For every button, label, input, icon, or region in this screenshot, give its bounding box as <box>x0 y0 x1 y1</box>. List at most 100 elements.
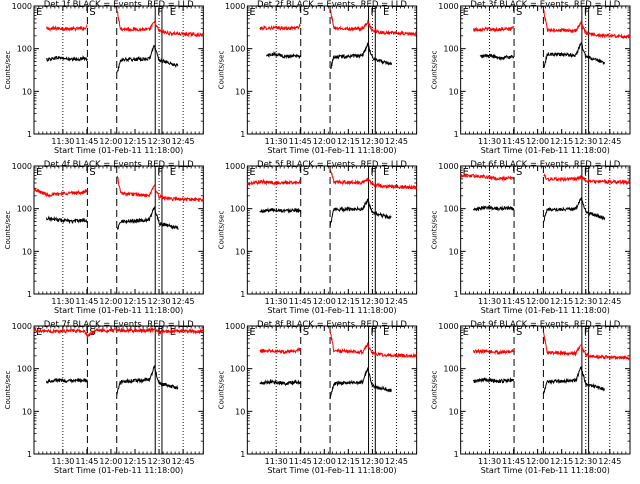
x-tick-label: 12:15 <box>123 297 146 306</box>
marker-label-e: E <box>249 327 255 338</box>
marker-label-e: E <box>383 7 389 18</box>
y-tick-label: 10 <box>235 87 245 96</box>
marker-label-f: F <box>584 7 590 18</box>
chart-panel-4: Det 4f BLACK = Events, RED = LLD 1 10 100 10… <box>4 160 204 315</box>
marker-label-s: S <box>516 7 522 18</box>
y-tick-label: 100 <box>17 205 32 214</box>
x-tick-label: 11:45 <box>502 297 525 306</box>
marker-label-e: E <box>249 167 255 178</box>
marker-label-s: S <box>303 327 309 338</box>
y-tick-label: 1000 <box>12 2 32 11</box>
x-tick-label: 12:00 <box>99 457 122 466</box>
x-tick-label: 12:30 <box>574 137 597 146</box>
marker-label-f: F <box>371 167 377 178</box>
x-tick-label: 11:30 <box>265 137 288 146</box>
series-line-events <box>543 42 606 69</box>
y-tick-label: 10 <box>235 407 245 416</box>
y-tick-label: 100 <box>17 45 32 54</box>
x-tick-label: 12:30 <box>574 457 597 466</box>
y-tick-label: 1 <box>27 450 32 459</box>
y-axis-label: Counts/sec <box>4 51 12 90</box>
x-tick-label: 11:45 <box>75 457 98 466</box>
x-tick-label: 11:30 <box>478 137 501 146</box>
series-line-lld <box>329 330 417 359</box>
marker-label-e: E <box>383 167 389 178</box>
x-tick-label: 12:15 <box>337 137 360 146</box>
y-tick-label: 10 <box>235 247 245 256</box>
marker-label-e: E <box>463 167 469 178</box>
marker-label-e: E <box>596 327 602 338</box>
x-axis-label: Start Time (01-Feb-11 11:18:00) <box>267 466 396 475</box>
x-axis-label: Start Time (01-Feb-11 11:18:00) <box>54 146 183 155</box>
series-line-lld <box>460 173 515 183</box>
chart-panel-8: Det 8f BLACK = Events, RED = LLD 1 10 100 10… <box>217 320 418 475</box>
marker-label-s: S <box>303 7 309 18</box>
x-tick-label: 12:45 <box>172 297 195 306</box>
y-tick-label: 1 <box>240 130 245 139</box>
y-tick-label: 100 <box>443 45 458 54</box>
marker-label-e: E <box>249 7 255 18</box>
x-tick-label: 12:45 <box>172 457 195 466</box>
marker-label-e: E <box>383 327 389 338</box>
y-tick-label: 1 <box>454 290 459 299</box>
series-line-events <box>266 51 301 60</box>
plot-frame <box>33 325 204 455</box>
x-tick-label: 12:30 <box>148 137 171 146</box>
series-line-lld <box>46 24 88 32</box>
series-line-events <box>329 366 392 399</box>
series-line-lld <box>472 26 515 33</box>
chart-title: Det 9f BLACK = Events, RED = LLD <box>470 320 620 330</box>
series-line-lld <box>330 9 417 37</box>
plot-frame <box>246 5 418 135</box>
x-axis-label: Start Time (01-Feb-11 11:18:00) <box>481 146 610 155</box>
x-tick-label: 12:30 <box>361 457 384 466</box>
x-tick-label: 12:30 <box>361 297 384 306</box>
series-line-events <box>116 365 179 395</box>
x-tick-label: 11:30 <box>51 137 74 146</box>
chart-title: Det 6f BLACK = Events, RED = LLD <box>470 160 620 170</box>
chart-panel-3: Det 3f BLACK = Events, RED = LLD 1 10 100 10… <box>431 0 631 155</box>
y-tick-label: 1 <box>240 450 245 459</box>
y-tick-label: 10 <box>448 407 458 416</box>
marker-label-s: S <box>516 327 522 338</box>
marker-label-s: S <box>89 167 95 178</box>
series-line-lld <box>33 326 204 339</box>
marker-label-f: F <box>157 7 163 18</box>
y-tick-label: 1 <box>27 290 32 299</box>
y-tick-label: 1 <box>454 450 459 459</box>
y-tick-label: 1000 <box>438 162 458 171</box>
y-tick-label: 1000 <box>225 2 245 11</box>
x-tick-label: 12:30 <box>361 137 384 146</box>
y-axis-label: Counts/sec <box>217 371 225 410</box>
chart-title: Det 5f BLACK = Events, RED = LLD <box>257 160 407 170</box>
x-tick-label: 12:15 <box>337 297 360 306</box>
marker-label-e: E <box>170 167 176 178</box>
y-axis-label: Counts/sec <box>4 211 12 250</box>
chart-title: Det 3f BLACK = Events, RED = LLD <box>470 0 620 10</box>
x-tick-label: 12:30 <box>574 297 597 306</box>
x-tick-label: 12:45 <box>598 457 621 466</box>
y-tick-label: 100 <box>230 365 245 374</box>
y-tick-label: 100 <box>443 365 458 374</box>
chart-panel-2: Det 2f BLACK = Events, RED = LLD 1 10 100 10… <box>217 0 418 155</box>
x-axis-label: Start Time (01-Feb-11 11:18:00) <box>267 306 396 315</box>
x-axis-label: Start Time (01-Feb-11 11:18:00) <box>267 146 396 155</box>
marker-label-e: E <box>596 167 602 178</box>
x-tick-label: 11:30 <box>478 297 501 306</box>
marker-label-s: S <box>89 7 95 18</box>
x-tick-label: 12:45 <box>385 137 408 146</box>
series-line-events <box>329 198 392 227</box>
marker-label-e: E <box>170 7 176 18</box>
x-tick-label: 12:15 <box>337 457 360 466</box>
x-tick-label: 12:00 <box>313 137 336 146</box>
series-line-events <box>46 377 88 384</box>
y-axis-label: Counts/sec <box>4 371 12 410</box>
marker-label-s: S <box>516 167 522 178</box>
chart-title: Det 2f BLACK = Events, RED = LLD <box>257 0 407 10</box>
series-line-lld <box>33 187 88 198</box>
plot-frame <box>460 165 631 295</box>
series-line-events <box>116 205 179 230</box>
marker-label-e: E <box>36 7 42 18</box>
x-tick-label: 12:15 <box>550 457 573 466</box>
